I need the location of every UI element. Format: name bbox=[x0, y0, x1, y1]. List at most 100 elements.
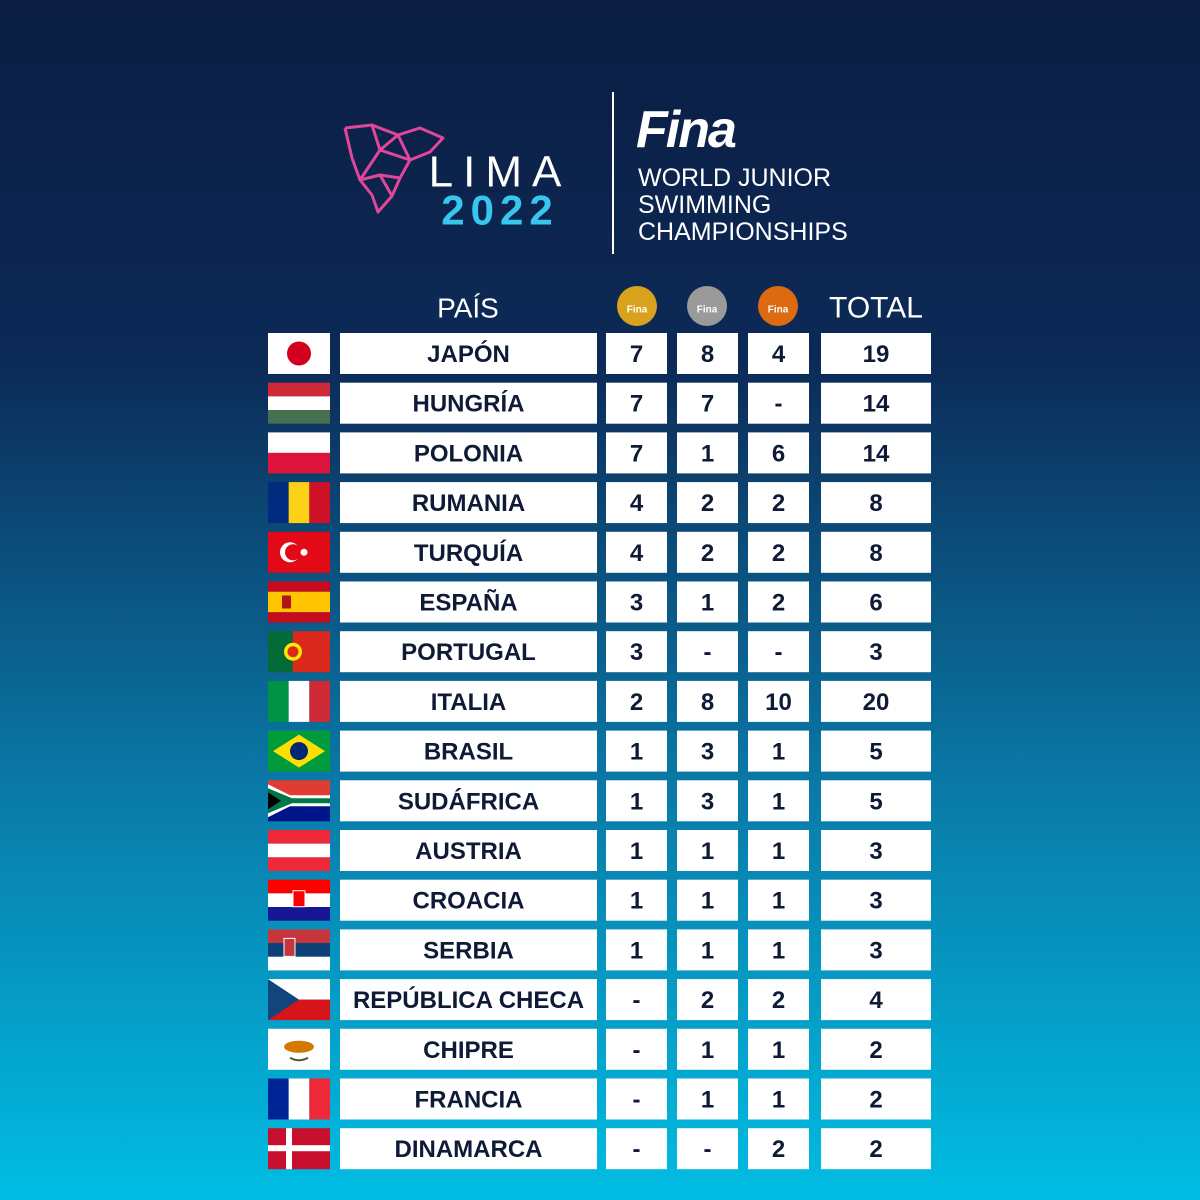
table-cell bbox=[677, 1128, 738, 1170]
table-cell bbox=[748, 482, 809, 524]
medal-count: 3 bbox=[630, 590, 643, 617]
table-cell bbox=[677, 929, 738, 971]
medal-count: 7 bbox=[630, 341, 643, 368]
medal-count: - bbox=[775, 391, 783, 418]
table-cell bbox=[677, 780, 738, 822]
table-cell bbox=[340, 680, 597, 722]
flag-part bbox=[288, 1078, 310, 1120]
flag-part bbox=[268, 452, 330, 474]
flag bbox=[268, 979, 330, 1021]
medal-count: 2 bbox=[701, 540, 714, 567]
medal-count: - bbox=[633, 1037, 641, 1064]
table-cell bbox=[677, 879, 738, 921]
flag-part bbox=[268, 591, 330, 613]
flag-part bbox=[282, 595, 291, 609]
medal-count: 4 bbox=[869, 987, 883, 1014]
medal-count: 3 bbox=[701, 788, 714, 815]
table-cell bbox=[606, 780, 667, 822]
table-cell bbox=[748, 531, 809, 573]
medal-count: 2 bbox=[772, 540, 785, 567]
table-cell bbox=[748, 1078, 809, 1120]
table-cell bbox=[821, 631, 931, 673]
medal-count: 1 bbox=[772, 788, 785, 815]
medal-count: 1 bbox=[630, 937, 643, 964]
table-cell bbox=[677, 531, 738, 573]
medal-count: 14 bbox=[863, 391, 890, 418]
medal-count: 20 bbox=[863, 689, 890, 716]
country-name: TURQUÍA bbox=[414, 539, 523, 567]
country-name: DINAMARCA bbox=[395, 1136, 543, 1163]
table-cell bbox=[677, 631, 738, 673]
flag-part bbox=[268, 1078, 289, 1120]
table-cell bbox=[606, 730, 667, 772]
table-cell bbox=[748, 680, 809, 722]
table-cell bbox=[821, 1128, 931, 1170]
medal-label: Fina bbox=[697, 305, 718, 316]
table-cell bbox=[821, 1028, 931, 1070]
table-cell bbox=[821, 531, 931, 573]
flag bbox=[268, 432, 330, 474]
table-cell bbox=[748, 1028, 809, 1070]
table-cell bbox=[821, 432, 931, 474]
table-cell bbox=[340, 979, 597, 1021]
medal-count: 1 bbox=[630, 788, 643, 815]
medal-label: Fina bbox=[768, 305, 789, 316]
medal-count: 2 bbox=[701, 490, 714, 517]
table-cell bbox=[340, 1128, 597, 1170]
medal-count: 1 bbox=[772, 1087, 785, 1114]
country-name: SUDÁFRICA bbox=[398, 787, 539, 815]
country-name: SERBIA bbox=[423, 937, 514, 964]
flag bbox=[268, 1028, 330, 1070]
table-cell bbox=[821, 830, 931, 871]
medal-count: - bbox=[704, 639, 712, 666]
flag-part bbox=[288, 482, 310, 524]
country-name: POLONIA bbox=[414, 440, 523, 467]
flag-part bbox=[268, 943, 330, 957]
logo-shape bbox=[343, 123, 445, 214]
medal-count: 1 bbox=[701, 590, 714, 617]
flag bbox=[268, 929, 330, 971]
flag-part bbox=[268, 879, 330, 894]
flag-part bbox=[268, 979, 299, 1021]
table-cell bbox=[340, 531, 597, 573]
table-cell bbox=[606, 680, 667, 722]
flag bbox=[268, 382, 330, 424]
flag bbox=[268, 1128, 330, 1170]
medal-count: 2 bbox=[701, 987, 714, 1014]
table-cell bbox=[677, 581, 738, 623]
subtitle-line: SWIMMING bbox=[638, 191, 771, 219]
flag-part bbox=[287, 341, 311, 366]
table-cell bbox=[748, 929, 809, 971]
medal-count: 2 bbox=[772, 590, 785, 617]
medal-count: 5 bbox=[869, 788, 882, 815]
table-cell bbox=[677, 382, 738, 424]
table-cell bbox=[340, 581, 597, 623]
medal-count: - bbox=[633, 1136, 641, 1163]
table-cell bbox=[340, 1078, 597, 1120]
flag-part bbox=[268, 788, 330, 814]
flag-part bbox=[286, 1128, 292, 1170]
flag bbox=[268, 333, 330, 374]
table-cell bbox=[340, 830, 597, 871]
table-cell bbox=[821, 929, 931, 971]
logo-shape bbox=[358, 124, 412, 198]
medal-count: 8 bbox=[701, 341, 714, 368]
subtitle-line: CHAMPIONSHIPS bbox=[638, 218, 848, 246]
country-name: AUSTRIA bbox=[415, 838, 522, 865]
medal-count: 3 bbox=[869, 639, 882, 666]
medal-count: 1 bbox=[772, 1037, 785, 1064]
medal-count: 1 bbox=[701, 838, 714, 865]
flag-part bbox=[284, 1040, 314, 1053]
flag bbox=[268, 1078, 330, 1120]
medal-count: 2 bbox=[869, 1087, 882, 1114]
medal-count: 8 bbox=[869, 540, 882, 567]
medal-count: 1 bbox=[701, 1087, 714, 1114]
flag-part bbox=[309, 1078, 330, 1120]
medal-count: 3 bbox=[869, 937, 882, 964]
medal-count: 2 bbox=[772, 987, 785, 1014]
medal-count: 4 bbox=[630, 490, 644, 517]
table-cell bbox=[606, 929, 667, 971]
table-cell bbox=[677, 730, 738, 772]
